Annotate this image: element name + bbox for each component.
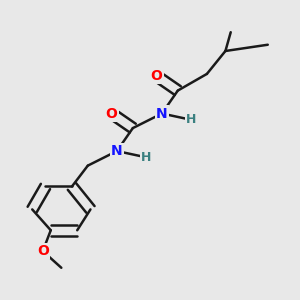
Text: H: H — [141, 151, 151, 164]
Text: N: N — [156, 106, 168, 121]
Text: O: O — [151, 69, 163, 83]
Text: N: N — [111, 144, 123, 158]
Text: O: O — [106, 106, 118, 121]
Text: H: H — [186, 113, 196, 126]
Text: O: O — [37, 244, 49, 258]
